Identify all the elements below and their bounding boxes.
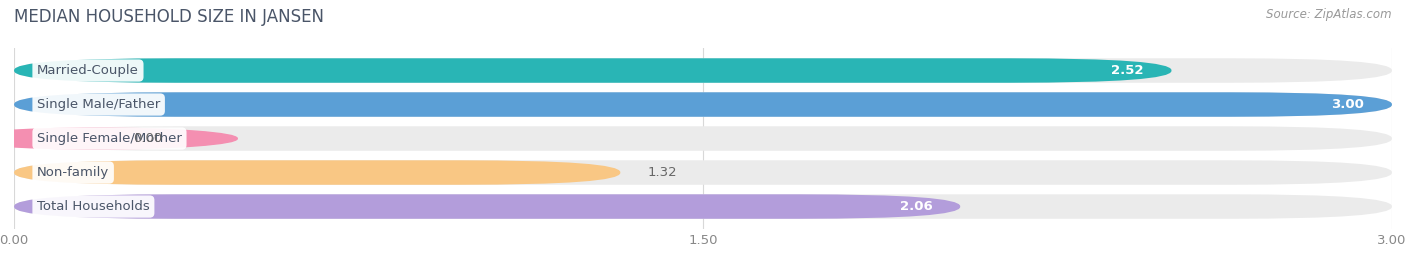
Text: MEDIAN HOUSEHOLD SIZE IN JANSEN: MEDIAN HOUSEHOLD SIZE IN JANSEN <box>14 8 323 26</box>
Text: 2.52: 2.52 <box>1111 64 1144 77</box>
FancyBboxPatch shape <box>14 194 960 219</box>
FancyBboxPatch shape <box>14 194 1392 219</box>
Circle shape <box>0 128 238 149</box>
Text: Total Households: Total Households <box>37 200 150 213</box>
Text: 2.06: 2.06 <box>900 200 932 213</box>
FancyBboxPatch shape <box>14 58 1171 83</box>
FancyBboxPatch shape <box>14 126 1392 151</box>
Text: Married-Couple: Married-Couple <box>37 64 139 77</box>
Text: 3.00: 3.00 <box>1331 98 1364 111</box>
Text: Non-family: Non-family <box>37 166 110 179</box>
Text: 0.00: 0.00 <box>134 132 163 145</box>
FancyBboxPatch shape <box>14 58 1392 83</box>
Text: Single Female/Mother: Single Female/Mother <box>37 132 181 145</box>
Text: 1.32: 1.32 <box>648 166 678 179</box>
Text: Single Male/Father: Single Male/Father <box>37 98 160 111</box>
FancyBboxPatch shape <box>14 92 1392 117</box>
FancyBboxPatch shape <box>14 92 1392 117</box>
Text: Source: ZipAtlas.com: Source: ZipAtlas.com <box>1267 8 1392 21</box>
FancyBboxPatch shape <box>14 160 1392 185</box>
FancyBboxPatch shape <box>14 160 620 185</box>
